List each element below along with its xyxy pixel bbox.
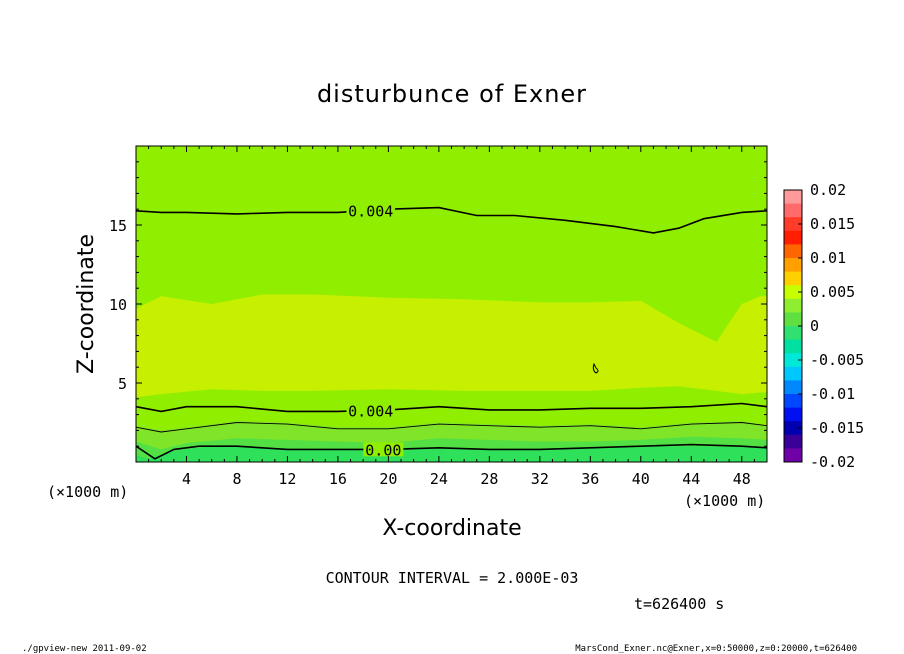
x-tick-label-5: 24 (430, 470, 448, 488)
colorbar-tick-label-2: 0.01 (810, 249, 846, 267)
x-tick-label-4: 20 (379, 470, 397, 488)
colorbar-segment-11 (784, 339, 802, 354)
x-tick-label-1: 8 (232, 470, 241, 488)
colorbar-segment-19 (784, 448, 802, 463)
contour-interval-label: CONTOUR INTERVAL = 2.000E-03 (326, 569, 579, 587)
contour-label-1: 0.004 (348, 402, 393, 420)
colorbar-tick-label-4: 0 (810, 317, 819, 335)
colorbar-segment-6 (784, 271, 802, 286)
y-tick-label-2: 15 (109, 217, 127, 235)
colorbar-segment-5 (784, 258, 802, 273)
contour-band-0 (136, 294, 767, 398)
colorbar-tick-label-8: -0.02 (810, 453, 855, 471)
x-tick-label-10: 44 (682, 470, 700, 488)
y-axis-label: Z-coordinate (74, 234, 99, 374)
contour-line-3 (136, 443, 767, 460)
colorbar-segment-3 (784, 230, 802, 245)
x-tick-label-9: 40 (632, 470, 650, 488)
colorbar-segment-0 (784, 190, 802, 205)
x-tick-label-3: 16 (329, 470, 347, 488)
x-tick-label-11: 48 (733, 470, 751, 488)
x-axis: 4 8 12 16 20 24 28 32 36 40 44 48 (148, 146, 755, 488)
contour-label-bg-1 (346, 403, 395, 418)
colorbar-segment-8 (784, 298, 802, 313)
contour-line-2 (136, 422, 767, 433)
colorbar-segment-4 (784, 244, 802, 259)
colorbar-segment-12 (784, 353, 802, 368)
x-tick-label-2: 12 (278, 470, 296, 488)
colorbar-tick-label-6: -0.01 (810, 385, 855, 403)
contour-labels: 0.004 0.004 0.00 (346, 202, 404, 459)
colorbar-segment-2 (784, 217, 802, 232)
colorbar-tick-label-5: -0.005 (810, 351, 864, 369)
contour-lines (136, 206, 767, 460)
colorbar-segment-14 (784, 380, 802, 395)
filled-contours (136, 294, 767, 462)
x-axis-label: X-coordinate (382, 516, 521, 541)
colorbar-segment-7 (784, 285, 802, 300)
colorbar-segment-13 (784, 366, 802, 381)
x-tick-label-8: 36 (581, 470, 599, 488)
footer-left: ./gpview-new 2011-09-02 (22, 644, 147, 654)
x-unit-right: (×1000 m) (684, 492, 765, 510)
contour-label-bg-3 (363, 442, 404, 457)
plot-area: 0.004 0.004 0.00 (135, 145, 768, 463)
colorbar-tick-label-7: -0.015 (810, 419, 864, 437)
colorbar-tick-label-0: 0.02 (810, 181, 846, 199)
colorbar-segment-10 (784, 326, 802, 341)
x-tick-label-7: 32 (531, 470, 549, 488)
y-tick-label-1: 10 (109, 296, 127, 314)
colorbar-segment-15 (784, 394, 802, 409)
colorbar-segment-16 (784, 407, 802, 422)
contour-line-1 (136, 402, 767, 413)
x-tick-label-6: 28 (480, 470, 498, 488)
contour-label-3: 0.00 (365, 441, 401, 459)
x-unit-left: (×1000 m) (47, 483, 128, 501)
footer-right: MarsCond_Exner.nc@Exner,x=0:50000,z=0:20… (575, 644, 857, 654)
y-tick-label-0: 5 (118, 375, 127, 393)
contour-line-0 (136, 206, 767, 234)
colorbar-segment-17 (784, 421, 802, 436)
stray-mark (592, 362, 599, 374)
colorbar-segment-18 (784, 434, 802, 449)
colorbar-tick-label-1: 0.015 (810, 215, 855, 233)
time-label: t=626400 s (634, 595, 724, 613)
colorbar-tick-label-3: 0.005 (810, 283, 855, 301)
y-axis: 5 10 15 (109, 161, 767, 447)
colorbar-segment-9 (784, 312, 802, 327)
contour-label-bg-0 (346, 203, 395, 218)
colorbar-ticks: 0.02 0.015 0.01 0.005 0 -0.005 -0.01 -0.015 -0.0… (798, 181, 864, 471)
chart-title: disturbunce of Exner (317, 80, 587, 108)
x-tick-label-0: 4 (182, 470, 191, 488)
contour-label-0: 0.004 (348, 202, 393, 220)
colorbar-segment-1 (784, 203, 802, 218)
